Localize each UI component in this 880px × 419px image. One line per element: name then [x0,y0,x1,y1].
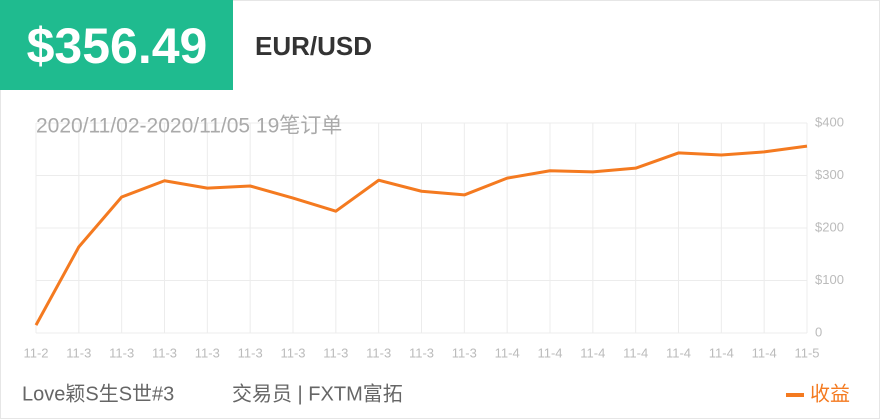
line-series [34,144,808,326]
x-tick-label: 11-4 [752,345,777,360]
x-tick-label: 11-3 [323,345,348,360]
price-badge [0,0,233,90]
legend-label: 收益 [810,382,850,405]
pair: EUR/USD [255,31,372,61]
x-tick-label: 11-3 [238,345,263,360]
y-tick-label: $400 [815,114,844,129]
x-tick-label: 11-4 [709,345,734,360]
plot: 0 $100 $200 $300 $400 11-2 11-3 11-3 11-3 11-3 11-… [23,114,843,360]
y-tick-label: $100 [815,272,844,287]
x-tick-label: 11-5 [794,345,819,360]
y-tick-label: 0 [815,324,822,339]
x-tick-label: 11-4 [666,345,691,360]
trader: Love颖S生S世#3 [22,382,174,405]
x-tick-label: 11-4 [623,345,648,360]
x-tick-label: 11-2 [23,345,48,360]
y-tick-label: $300 [815,167,844,182]
broker: 交易员 | FXTM富拓 [232,382,403,405]
x-tick-label: 11-3 [452,345,477,360]
x-tick-label: 11-4 [495,345,520,360]
x-tick-label: 11-3 [195,345,220,360]
x-tick-label: 11-3 [152,345,177,360]
x-tick-label: 11-3 [109,345,134,360]
x-tick-label: 11-3 [280,345,305,360]
x-tick-label: 11-3 [66,345,91,360]
x-tick-label: 11-3 [366,345,391,360]
x-tick-label: 11-4 [537,345,562,360]
subtitle: 2020/11/02-2020/11/05 19笔订单 [36,115,342,138]
x-tick-label: 11-3 [409,345,434,360]
x-tick-label: 11-4 [580,345,605,360]
price: $356.49 [27,18,208,74]
y-tick-label: $200 [815,219,844,234]
